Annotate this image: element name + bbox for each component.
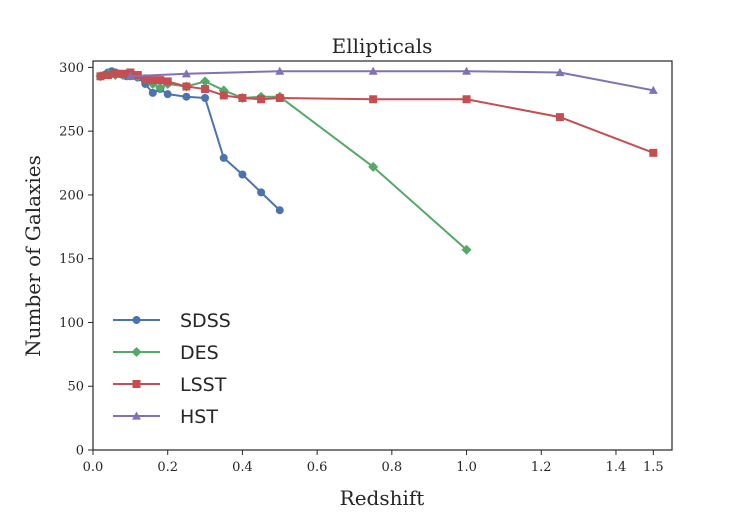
x-axis-label: Redshift xyxy=(340,486,425,510)
data-point-lsst xyxy=(649,148,658,157)
data-point-sdss xyxy=(238,170,247,179)
x-tick-label: 1.5 xyxy=(643,460,664,475)
data-point-des xyxy=(155,82,166,93)
legend: SDSS DES LSST HST xyxy=(113,310,231,428)
legend-item-hst: HST xyxy=(113,406,218,428)
y-tick-label: 50 xyxy=(67,380,84,395)
data-point-lsst xyxy=(182,82,191,91)
plot-area xyxy=(92,60,673,451)
data-point-lsst xyxy=(141,74,150,83)
legend-label-lsst: LSST xyxy=(180,374,227,396)
data-point-lsst xyxy=(257,95,266,104)
data-point-lsst xyxy=(96,72,105,81)
legend-marker-hst xyxy=(132,411,141,420)
y-tick-label: 250 xyxy=(59,125,84,140)
data-point-sdss xyxy=(163,90,172,99)
x-tick-label: 0.4 xyxy=(232,460,253,475)
data-point-sdss xyxy=(148,88,157,97)
legend-item-sdss: SDSS xyxy=(113,310,231,332)
x-tick-label: 0.2 xyxy=(157,460,178,475)
data-point-lsst xyxy=(156,76,165,85)
legend-label-hst: HST xyxy=(180,406,218,428)
data-point-des xyxy=(368,161,379,172)
data-point-hst xyxy=(648,85,658,94)
y-tick-label: 100 xyxy=(59,316,84,331)
legend-marker-sdss xyxy=(132,316,141,324)
data-point-lsst xyxy=(103,71,112,80)
data-point-lsst xyxy=(148,76,157,85)
x-tick-label: 0.0 xyxy=(83,460,104,475)
x-axis-ticks: 0.0 0.2 0.4 0.6 0.8 1.0 1.2 1.4 1.5 xyxy=(83,450,664,475)
data-point-lsst xyxy=(275,93,284,102)
x-tick-label: 0.6 xyxy=(307,460,328,475)
legend-label-sdss: SDSS xyxy=(180,310,231,332)
y-axis-ticks: 0 50 100 150 200 250 300 xyxy=(59,61,93,459)
legend-marker-des xyxy=(131,347,142,357)
data-point-sdss xyxy=(182,92,191,101)
data-point-lsst xyxy=(163,77,172,86)
data-point-sdss xyxy=(201,93,210,102)
data-point-hst xyxy=(368,66,378,75)
data-point-lsst xyxy=(462,95,471,104)
data-point-des xyxy=(461,244,472,255)
y-tick-label: 150 xyxy=(59,252,84,267)
data-point-sdss xyxy=(275,206,284,215)
data-point-sdss xyxy=(219,153,228,162)
data-point-des xyxy=(200,76,211,87)
series-hst xyxy=(125,66,658,94)
series-layer xyxy=(95,66,658,255)
data-point-lsst xyxy=(238,93,247,102)
data-point-hst xyxy=(275,66,285,75)
data-point-lsst xyxy=(555,113,564,122)
y-tick-label: 0 xyxy=(76,444,84,459)
legend-item-des: DES xyxy=(113,342,219,364)
y-tick-label: 300 xyxy=(59,61,84,76)
legend-label-des: DES xyxy=(180,342,219,364)
data-point-hst xyxy=(555,67,565,77)
x-tick-label: 1.4 xyxy=(606,460,627,475)
x-tick-label: 1.0 xyxy=(456,460,477,475)
data-point-hst xyxy=(181,69,191,78)
data-point-lsst xyxy=(118,69,127,78)
data-point-sdss xyxy=(257,188,266,197)
data-point-lsst xyxy=(201,85,210,94)
y-axis-label: Number of Galaxies xyxy=(21,155,45,357)
data-point-lsst xyxy=(369,95,378,104)
data-point-hst xyxy=(125,71,135,80)
legend-item-lsst: LSST xyxy=(113,374,227,396)
chart-title: Ellipticals xyxy=(332,34,433,58)
data-point-lsst xyxy=(219,91,228,100)
data-point-lsst xyxy=(111,69,120,78)
x-tick-label: 0.8 xyxy=(381,460,402,475)
legend-marker-lsst xyxy=(132,380,141,388)
data-point-hst xyxy=(462,66,472,75)
y-tick-label: 200 xyxy=(59,188,84,203)
x-tick-label: 1.2 xyxy=(531,460,552,475)
